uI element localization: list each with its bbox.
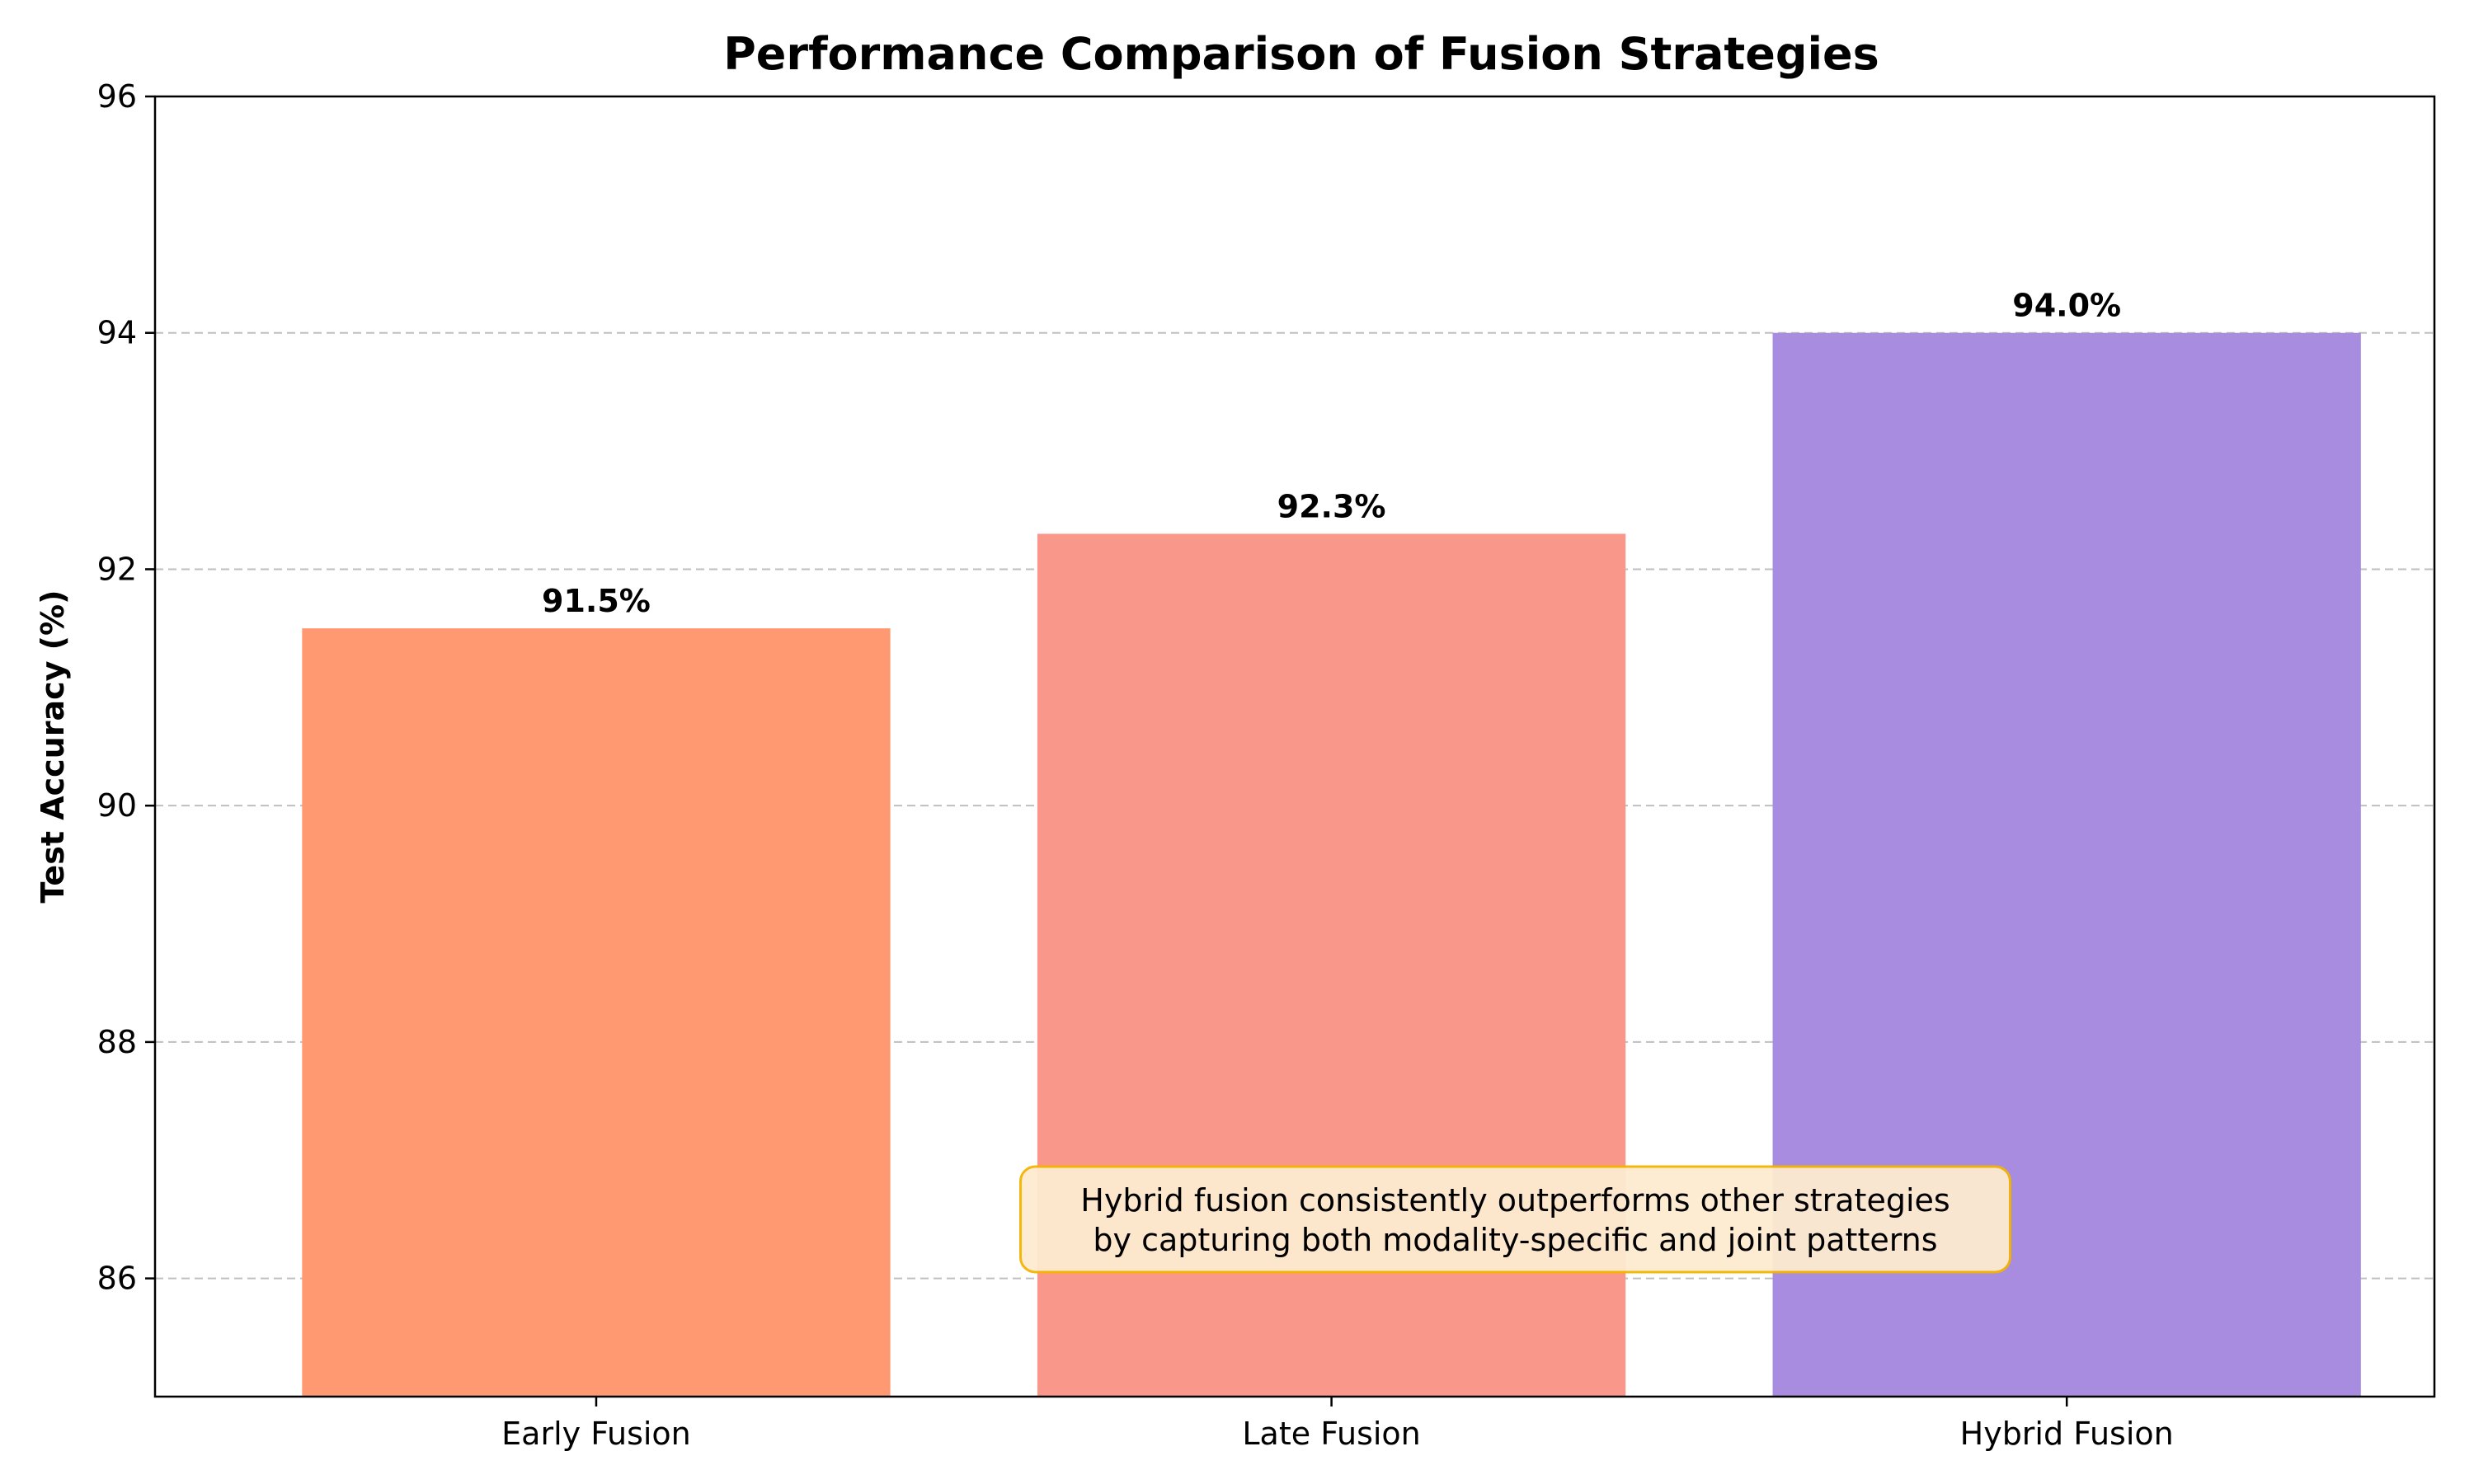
y-tick-label: 90 — [97, 787, 137, 824]
bar-value-label: 91.5% — [542, 583, 651, 619]
y-tick-label: 96 — [97, 78, 137, 115]
x-axis: Early Fusion Late Fusion Hybrid Fusion — [501, 1397, 2174, 1452]
bar-value-label: 94.0% — [2012, 288, 2121, 324]
y-tick-label: 88 — [97, 1024, 137, 1060]
y-tick-label: 86 — [97, 1261, 137, 1297]
x-tick-label: Early Fusion — [501, 1416, 691, 1452]
x-tick-label: Late Fusion — [1242, 1416, 1420, 1452]
chart-title: Performance Comparison of Fusion Strateg… — [723, 28, 1879, 80]
x-tick-label: Hybrid Fusion — [1960, 1416, 2174, 1452]
plot-area-frame — [153, 95, 2436, 1398]
y-axis-label: Test Accuracy (%) — [35, 590, 71, 904]
y-tick-label: 94 — [97, 315, 137, 351]
data-labels: 91.5% 92.3% 94.0% — [542, 288, 2121, 619]
annotation-box — [1018, 1165, 2011, 1274]
annotation-text-line: Hybrid fusion consistently outperforms o… — [1080, 1182, 1950, 1219]
y-axis: 86 88 90 92 94 96 — [97, 78, 155, 1297]
bars — [302, 332, 2361, 1397]
y-tick-label: 92 — [97, 551, 137, 587]
bar-early-fusion — [302, 628, 891, 1397]
annotation: Hybrid fusion consistently outperforms o… — [1018, 1165, 2011, 1274]
bar-value-label: 92.3% — [1277, 488, 1386, 524]
annotation-text-line: by capturing both modality-specific and … — [1093, 1222, 1937, 1258]
